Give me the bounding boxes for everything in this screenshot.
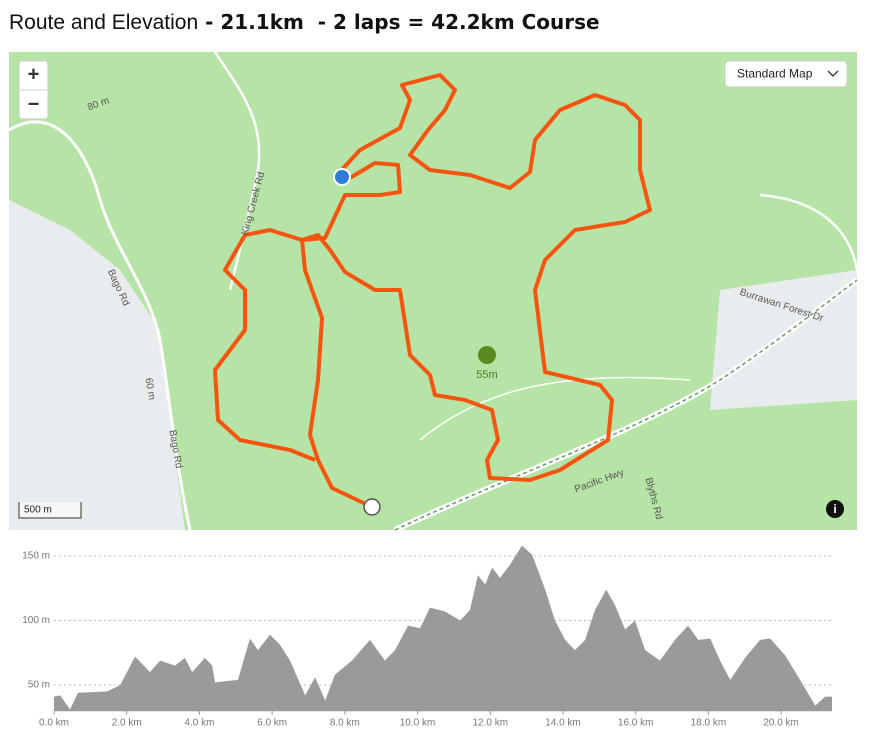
cleared-land [9, 200, 185, 530]
highway-line [394, 279, 858, 531]
x-tick-label: 6.0 km [257, 717, 287, 728]
y-tick-label: 50 m [28, 680, 50, 691]
route [213, 73, 652, 509]
x-tick-label: 8.0 km [330, 717, 360, 728]
elevation-chart: 50 m 100 m 150 m 0.0 km 2.0 km 4.0 km 6.0 km 8.… [22, 545, 832, 728]
map-style-label: Standard Map [737, 67, 813, 81]
start-marker[interactable] [363, 498, 381, 516]
info-button[interactable] [826, 500, 844, 518]
x-tick-label: 0.0 km [39, 717, 69, 728]
y-tick-label: 100 m [22, 615, 50, 626]
zoom-in[interactable]: + [28, 63, 40, 85]
header: Route and Elevation - 21.1km - 2 laps = … [9, 10, 600, 35]
cleared-land [710, 270, 857, 410]
summit-marker[interactable] [478, 346, 496, 364]
summit-label: 55m [476, 369, 497, 381]
elevation-area [54, 545, 832, 711]
x-tick-label: 14.0 km [545, 717, 581, 728]
x-tick-label: 4.0 km [184, 717, 214, 728]
road [213, 51, 261, 291]
subtitle: - 21.1km - 2 laps = 42.2km Course [198, 10, 600, 34]
y-tick-label: 150 m [22, 551, 50, 562]
road [759, 193, 859, 271]
zoom-out[interactable]: − [28, 93, 40, 115]
chevron [827, 70, 839, 77]
contour-label: 60 m [142, 377, 157, 401]
map-style-select[interactable] [724, 60, 848, 88]
map: 55m Bago Rd Bago Rd King Creek Rd Burraw… [8, 51, 859, 533]
x-tick-label: 20.0 km [763, 717, 799, 728]
scale-label: 500 m [24, 505, 52, 516]
x-tick-label: 16.0 km [618, 717, 654, 728]
scale-bar [18, 502, 82, 519]
title: Route and Elevation [9, 11, 199, 34]
x-tick-label: 18.0 km [691, 717, 727, 728]
info-icon: i [833, 502, 836, 516]
track [419, 376, 691, 441]
x-tick-label: 12.0 km [472, 717, 508, 728]
x-tick-label: 10.0 km [400, 717, 436, 728]
road [8, 120, 192, 531]
x-tick-label: 2.0 km [112, 717, 142, 728]
finish-marker[interactable] [333, 168, 351, 186]
